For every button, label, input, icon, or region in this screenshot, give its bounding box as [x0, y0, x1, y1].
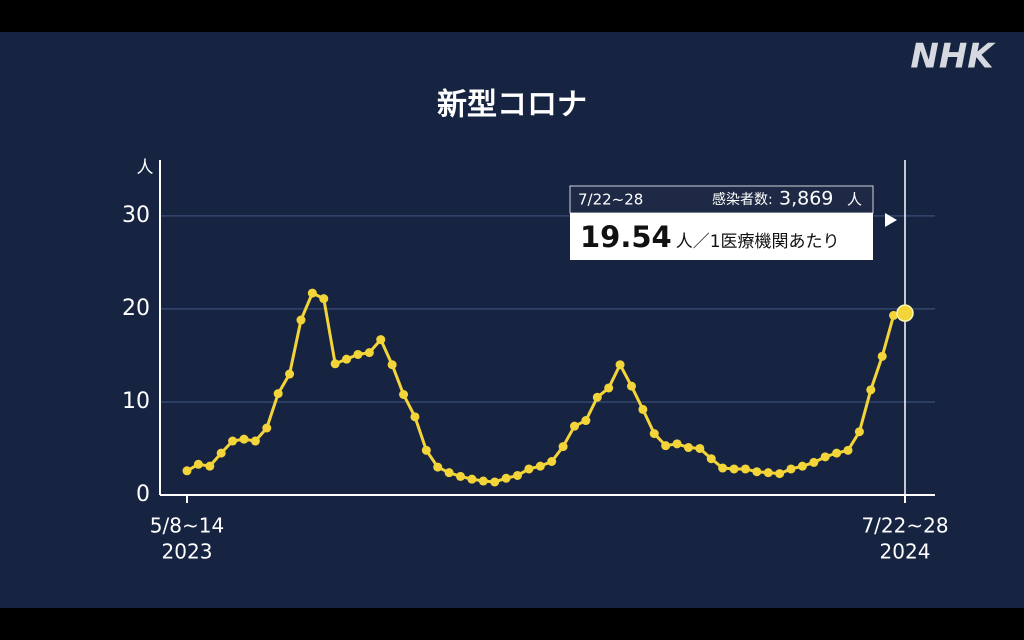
point [820, 452, 830, 462]
point [718, 463, 728, 473]
point [421, 445, 431, 455]
point [501, 473, 511, 483]
point [364, 348, 374, 358]
point [615, 360, 625, 370]
point [524, 464, 534, 474]
point [228, 436, 238, 446]
callout-cases: 3,869 [779, 188, 833, 210]
point [672, 439, 682, 449]
point [410, 412, 420, 422]
point [695, 443, 705, 453]
callout-cases-unit: 人 [847, 191, 862, 209]
callout-header [569, 185, 874, 214]
point [535, 461, 545, 471]
y-tick-label: 20 [122, 296, 150, 321]
point [797, 461, 807, 471]
point [683, 443, 693, 453]
point [285, 369, 295, 379]
chart-title: 新型コロナ [437, 88, 587, 123]
y-tick-label: 30 [122, 203, 150, 228]
point [889, 310, 899, 320]
callout-period: 7/22~28 [578, 191, 643, 209]
point [763, 468, 773, 478]
point [752, 467, 762, 477]
point [296, 315, 306, 325]
point [478, 476, 488, 486]
line [186, 291, 906, 484]
point [353, 349, 363, 359]
point [649, 429, 659, 439]
point [239, 434, 249, 444]
point [661, 441, 671, 451]
point [604, 383, 614, 393]
point [729, 464, 739, 474]
y-unit: 人 [137, 158, 154, 178]
point [182, 466, 192, 476]
callout-body [570, 213, 873, 260]
x-tick-label: 7/22~28 [861, 514, 948, 538]
point [854, 427, 864, 437]
point [843, 445, 853, 455]
point [330, 359, 340, 369]
point [866, 385, 876, 395]
y-tick-label: 10 [122, 389, 150, 414]
point [896, 304, 914, 322]
point [433, 462, 443, 472]
callout-value: 19.54 [580, 220, 672, 254]
point [513, 470, 523, 480]
point [832, 448, 842, 458]
marker-flag [885, 213, 897, 227]
point [387, 360, 397, 370]
point [638, 404, 648, 414]
point [193, 459, 203, 469]
point [569, 421, 579, 431]
point [319, 294, 329, 304]
point [740, 464, 750, 474]
point [786, 464, 796, 474]
point [581, 416, 591, 426]
callout-cases-label: 感染者数: [712, 191, 773, 208]
x-tick-year: 2023 [162, 540, 213, 564]
callout-per-label: 人／1医療機関あたり [676, 232, 840, 252]
point [467, 474, 477, 484]
point [250, 436, 260, 446]
point [262, 423, 272, 433]
point [547, 457, 557, 466]
point [205, 461, 215, 471]
point [307, 288, 317, 298]
point [877, 351, 887, 361]
point [376, 335, 386, 345]
point [592, 392, 602, 402]
point [444, 468, 454, 478]
logo: NHK [910, 37, 996, 77]
point [490, 477, 500, 487]
point [399, 390, 409, 399]
point [342, 354, 352, 364]
x-tick-label: 5/8~14 [150, 514, 224, 538]
point [775, 469, 785, 479]
point [558, 442, 568, 452]
point [626, 381, 636, 391]
x-tick-year: 2024 [880, 540, 931, 564]
point [273, 389, 283, 399]
point [706, 454, 716, 464]
background [0, 32, 1024, 608]
point [456, 471, 466, 481]
y-tick-label: 0 [136, 482, 150, 507]
point [809, 457, 819, 467]
point [216, 448, 226, 458]
